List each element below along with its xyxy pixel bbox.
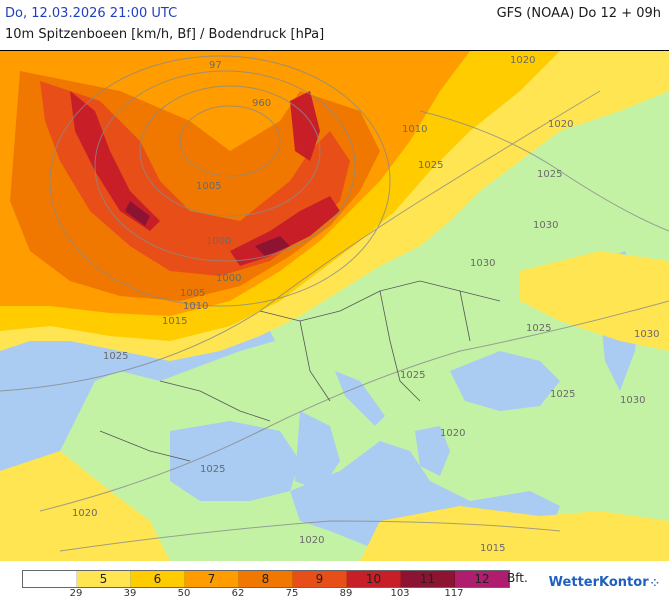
isobar-label: 1025 [526, 323, 551, 334]
isobar-label: 1030 [533, 220, 558, 231]
isobar-label: 1025 [418, 160, 443, 171]
gust-bft11-west [125, 201, 150, 226]
isobar-label: 1010 [183, 301, 208, 312]
map-subtitle: 10m Spitzenboeen [km/h, Bf] / Bodendruck… [5, 27, 325, 42]
gust-bft5-east [520, 251, 669, 351]
legend-cell: 6 [131, 571, 185, 587]
header: Do, 12.03.2026 21:00 UTC GFS (NOAA) Do 1… [0, 0, 669, 50]
legend-unit: Bft. [507, 571, 528, 585]
gust-bft5-south [360, 506, 669, 561]
legend-cell: 8 [239, 571, 293, 587]
legend-cell: 5 [77, 571, 131, 587]
isobar-label: 1000 [216, 273, 241, 284]
aegean-sea [415, 426, 450, 476]
legend-kmh-label: 75 [285, 588, 299, 599]
weather-map: 960 97 1000 1005 1005 1010 1015 1025 102… [0, 50, 669, 561]
isobar-label: 1025 [550, 389, 575, 400]
forecast-datetime: Do, 12.03.2026 21:00 UTC [5, 6, 178, 21]
isobar-label: 1030 [470, 258, 495, 269]
western-mediterranean [170, 421, 300, 501]
isobars [0, 55, 669, 552]
legend-color-bar: 5 6 7 8 9 10 11 12 [22, 570, 510, 588]
isobar-labels: 960 97 1000 1005 1005 1010 1015 1025 102… [72, 55, 659, 554]
legend-cell: 11 [401, 571, 455, 587]
isobar-label: 1020 [72, 508, 97, 519]
isobar-label: 1025 [103, 351, 128, 362]
legend-kmh-label: 50 [177, 588, 191, 599]
isobar-label: 1025 [400, 370, 425, 381]
brand-name: WetterKontor [548, 575, 649, 590]
isobar-label: 1005 [196, 181, 221, 192]
adriatic-sea [335, 371, 385, 426]
isobar-label: 960 [252, 98, 271, 109]
borders [99, 280, 501, 462]
isobar-label: 1005 [180, 288, 205, 299]
legend-kmh-label: 29 [69, 588, 83, 599]
isobar-label: 1015 [480, 543, 505, 554]
isobar-label: 1020 [510, 55, 535, 66]
black-sea [450, 351, 560, 411]
legend-cell [23, 571, 77, 587]
legend-kmh-label: 62 [231, 588, 245, 599]
wetterkontor-logo[interactable]: WetterKontor ⁘ [549, 575, 659, 590]
tyrrhenian-sea [295, 411, 340, 491]
isobar-label: 1020 [548, 119, 573, 130]
gust-legend: 5 6 7 8 9 10 11 12 Bft. 29 39 50 62 75 8… [0, 562, 669, 600]
isobar-label: 97 [209, 60, 222, 71]
gust-bft10-west [70, 91, 160, 231]
isobar-label: 1015 [162, 316, 187, 327]
legend-kmh-label: 39 [123, 588, 137, 599]
isobar-label: 1030 [620, 395, 645, 406]
legend-cell: 7 [185, 571, 239, 587]
isobar-label: 1000 [206, 236, 231, 247]
isobar-label: 1020 [299, 535, 324, 546]
legend-kmh-label: 117 [444, 588, 464, 599]
legend-cell: 10 [347, 571, 401, 587]
legend-cell: 9 [293, 571, 347, 587]
model-run-label: GFS (NOAA) Do 12 + 09h [496, 6, 661, 21]
legend-kmh-label: 103 [390, 588, 410, 599]
legend-kmh-label: 89 [339, 588, 353, 599]
gust-bft5-southwest [0, 451, 170, 561]
isobar-label: 1020 [440, 428, 465, 439]
gust-bft9 [40, 81, 350, 276]
gust-bft11-east [255, 236, 290, 256]
isobar-label: 1010 [402, 124, 427, 135]
legend-cell: 12 [455, 571, 509, 587]
isobar-label: 1030 [634, 329, 659, 340]
isobar-label: 1025 [537, 169, 562, 180]
gust-zones [0, 51, 669, 561]
isobar-label: 1025 [200, 464, 225, 475]
logo-dots-icon: ⁘ [650, 578, 659, 589]
